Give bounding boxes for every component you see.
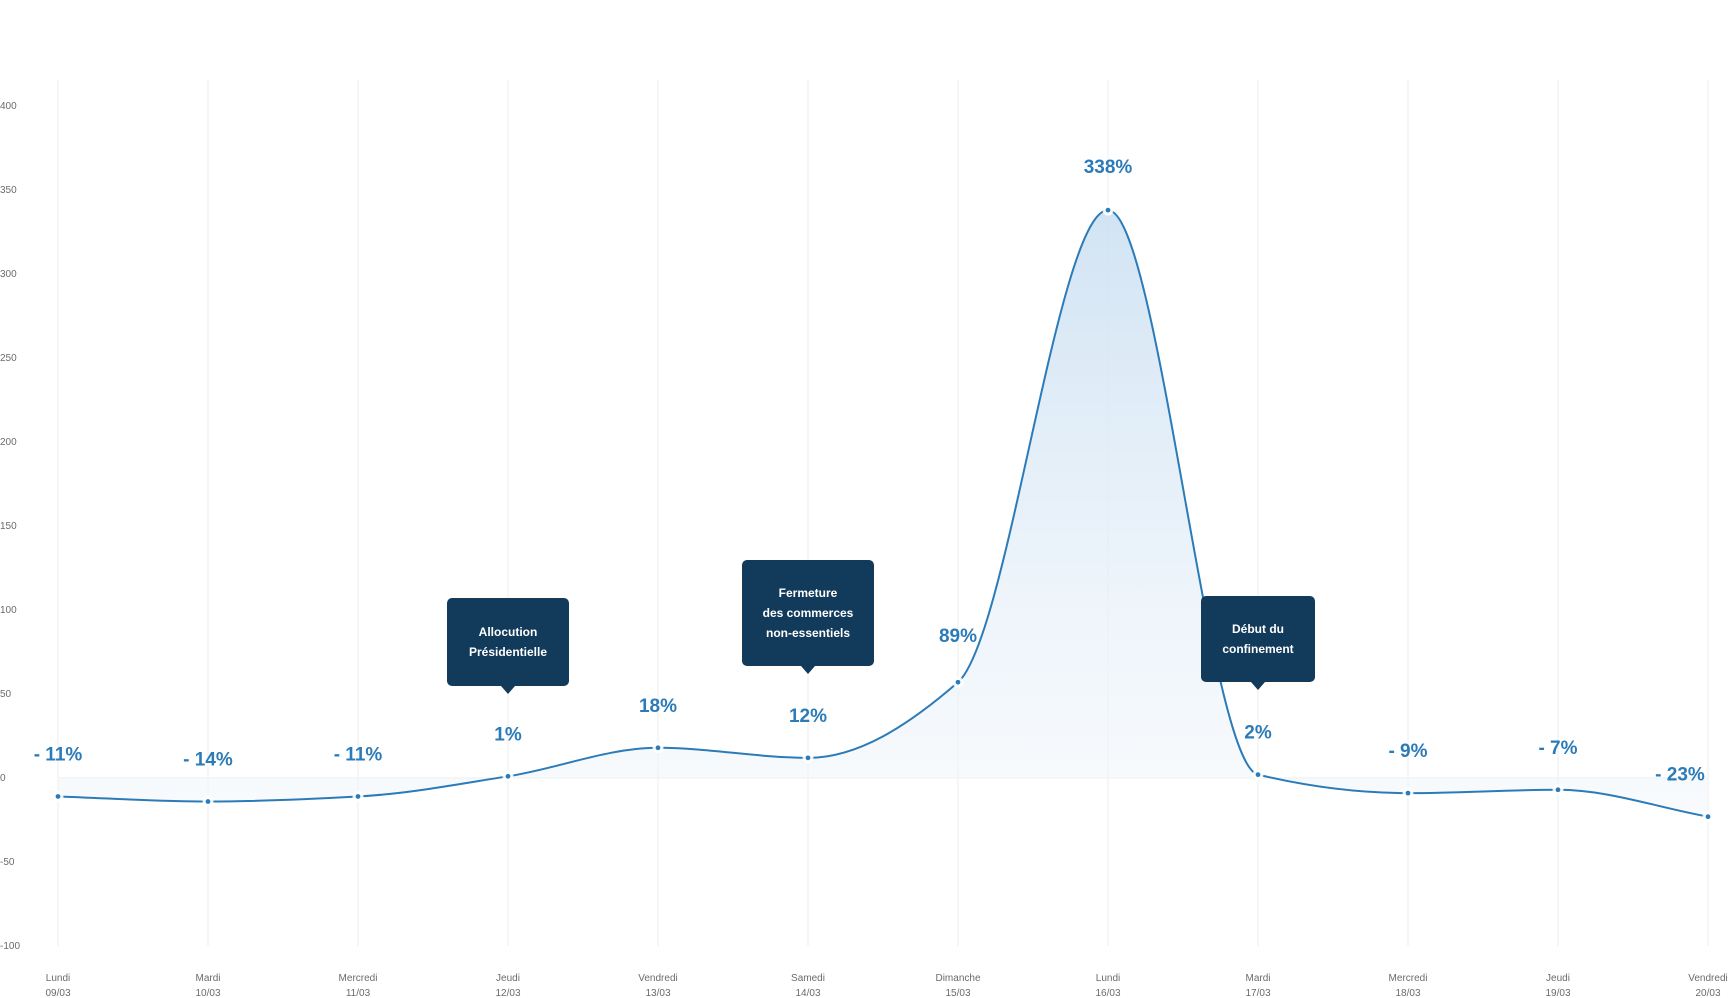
data-point — [804, 754, 812, 762]
data-point — [354, 792, 362, 801]
y-tick-label: 350 — [0, 185, 17, 196]
data-label-2: - 11% — [334, 744, 383, 765]
annotation-callout: Allocution Présidentielle — [447, 598, 569, 694]
y-tick-label: 300 — [0, 269, 17, 280]
x-tick-date: 13/03 — [645, 988, 670, 998]
data-label-9: - 9% — [1388, 741, 1427, 762]
data-point — [1704, 813, 1712, 821]
annotation-callout: Début du confinement — [1201, 596, 1315, 690]
y-tick-label: -100 — [0, 941, 20, 952]
series-line — [57, 209, 1709, 818]
grid-lines — [57, 80, 1709, 946]
callout-text: Début du — [1232, 622, 1284, 636]
x-tick-day: Jeudi — [496, 973, 520, 984]
x-tick-day: Lundi — [1096, 973, 1120, 984]
data-label-8: 2% — [1244, 723, 1272, 744]
callout-box — [1201, 596, 1315, 682]
callout-text: confinement — [1222, 642, 1293, 656]
y-tick-label: 100 — [0, 605, 17, 616]
data-point — [1554, 786, 1562, 794]
data-label-10: - 7% — [1538, 738, 1577, 759]
x-tick-date: 20/03 — [1695, 988, 1720, 998]
data-point — [1254, 771, 1262, 779]
x-tick-date: 11/03 — [346, 988, 371, 998]
x-tick-day: Dimanche — [935, 973, 980, 984]
callout-text: non-essentiels — [766, 626, 850, 640]
x-tick-date: 14/03 — [795, 988, 820, 998]
x-tick-date: 09/03 — [45, 988, 70, 998]
callout-text: Fermeture — [779, 586, 838, 600]
x-tick-day: Mercredi — [339, 973, 378, 984]
data-point — [54, 792, 62, 801]
area-shape — [58, 210, 1708, 817]
x-tick-date: 12/03 — [495, 988, 520, 998]
data-point — [204, 797, 212, 806]
data-label-6: 89% — [939, 626, 977, 647]
y-tick-label: 50 — [0, 689, 12, 700]
x-tick-day: Vendredi — [1688, 973, 1727, 984]
y-tick-label: 200 — [0, 437, 17, 448]
data-label-7: 338% — [1084, 157, 1133, 178]
data-labels: - 11% - 14% - 11% 1% 18% 12% 89% 338% 2% - 9% - 7%… — [34, 157, 1705, 785]
callout-box — [447, 598, 569, 686]
y-tick-label: 0 — [0, 773, 6, 784]
callout-pointer — [801, 666, 815, 674]
x-tick-date: 19/03 — [1545, 988, 1570, 998]
x-tick-date: 16/03 — [1095, 988, 1120, 998]
data-point — [654, 744, 662, 752]
callout-box — [742, 560, 874, 666]
area-fill — [58, 210, 1708, 817]
y-tick-label: 400 — [0, 101, 17, 112]
x-tick-day: Mardi — [1245, 973, 1270, 984]
series-path — [57, 209, 1709, 818]
data-point — [1404, 789, 1412, 797]
data-label-0: - 11% — [34, 744, 83, 765]
data-label-3: 1% — [494, 724, 522, 745]
y-axis: -100 -50 0 50 100 150 200 250 300 350 400 — [0, 101, 20, 952]
x-tick-day: Vendredi — [638, 973, 677, 984]
x-tick-date: 10/03 — [195, 988, 220, 998]
x-tick-day: Samedi — [791, 973, 825, 984]
callout-pointer — [1251, 682, 1265, 690]
x-tick-day: Mardi — [195, 973, 220, 984]
data-label-5: 12% — [789, 706, 827, 727]
data-label-4: 18% — [639, 696, 677, 717]
x-tick-date: 17/03 — [1245, 988, 1270, 998]
callout-text: Présidentielle — [469, 645, 547, 659]
data-label-11: - 23% — [1655, 765, 1705, 786]
callout-text: des commerces — [763, 606, 854, 620]
callout-text: Allocution — [479, 625, 538, 639]
x-tick-day: Mercredi — [1389, 973, 1428, 984]
x-axis: Lundi 09/03 Mardi 10/03 Mercredi 11/03 Jeudi 12… — [45, 973, 1727, 998]
data-point — [954, 678, 962, 686]
y-tick-label: 250 — [0, 353, 17, 364]
x-tick-day: Lundi — [46, 973, 70, 984]
callout-pointer — [501, 686, 515, 694]
y-tick-label: 150 — [0, 521, 17, 532]
annotations: Allocution Présidentielle Fermeture des com… — [447, 560, 1315, 694]
data-point — [504, 772, 512, 780]
data-points — [52, 204, 1714, 823]
annotation-callout: Fermeture des commerces non-essentiels — [742, 560, 874, 674]
x-tick-day: Jeudi — [1546, 973, 1570, 984]
x-tick-date: 18/03 — [1395, 988, 1420, 998]
y-tick-label: -50 — [0, 857, 15, 868]
data-point — [1104, 206, 1112, 214]
data-label-1: - 14% — [183, 750, 233, 771]
x-tick-date: 15/03 — [945, 988, 970, 998]
